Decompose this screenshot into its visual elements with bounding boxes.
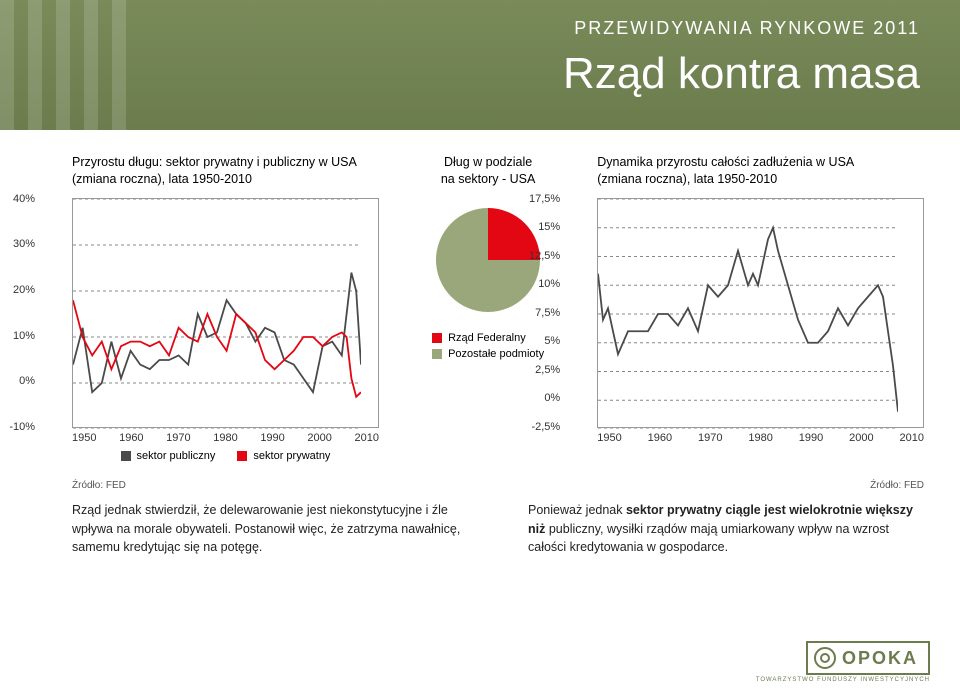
left-chart-block: Przyrostu długu: sektor prywatny i publi… <box>72 154 379 462</box>
legend-public-label: sektor publiczny <box>137 450 216 462</box>
right-chart: 17,5%15%12,5%10%7,5%5%2,5%0%-2,5% <box>597 198 924 428</box>
body-col-right: Źródło: FED Ponieważ jednak sektor prywa… <box>528 478 924 557</box>
right-chart-xaxis: 1950196019701980199020002010 <box>597 432 924 444</box>
legend-public: sektor publiczny <box>121 450 216 462</box>
left-chart-xaxis: 1950196019701980199020002010 <box>72 432 379 444</box>
body-para-left: Rząd jednak stwierdził, że delewarowanie… <box>72 501 468 557</box>
header-banner: PRZEWIDYWANIA RYNKOWE 2011 Rząd kontra m… <box>0 0 960 130</box>
legend-private-label: sektor prywatny <box>253 450 330 462</box>
swatch-private <box>237 451 247 461</box>
legend-private: sektor prywatny <box>237 450 330 462</box>
left-chart: 40%30%20%10%0%-10% <box>72 198 379 428</box>
pie-legend: Rząd Federalny Pozostałe podmioty <box>432 332 544 364</box>
body-col-left: Źródło: FED Rząd jednak stwierdził, że d… <box>72 478 468 557</box>
logo-icon <box>814 647 836 669</box>
left-chart-svg <box>73 199 361 429</box>
pie-legend-item: Pozostałe podmioty <box>432 348 544 360</box>
pie-title: Dług w podziale na sektory - USA <box>441 154 535 188</box>
logo-box: OPOKA <box>806 641 930 675</box>
left-chart-legend: sektor publiczny sektor prywatny <box>72 450 379 462</box>
right-chart-title-l2: (zmiana roczna), lata 1950-2010 <box>597 172 777 186</box>
pie-title-l1: Dług w podziale <box>444 155 532 169</box>
right-chart-title: Dynamika przyrostu całości zadłużenia w … <box>597 154 924 188</box>
body-para-right: Ponieważ jednak sektor prywatny ciągle j… <box>528 501 924 557</box>
body-text-row: Źródło: FED Rząd jednak stwierdził, że d… <box>0 462 960 557</box>
pie-legend-item: Rząd Federalny <box>432 332 544 344</box>
logo-subtitle: TOWARZYSTWO FUNDUSZY INWESTYCYJNYCH <box>756 677 930 683</box>
pie-title-l2: na sektory - USA <box>441 172 535 186</box>
left-chart-title-l1: Przyrostu długu: sektor prywatny i publi… <box>72 155 357 169</box>
logo-block: OPOKA TOWARZYSTWO FUNDUSZY INWESTYCYJNYC… <box>756 641 930 683</box>
header-decor <box>0 0 140 130</box>
charts-row: Przyrostu długu: sektor prywatny i publi… <box>0 130 960 462</box>
right-chart-svg <box>598 199 898 429</box>
logo-text: OPOKA <box>842 648 918 669</box>
right-chart-block: Dynamika przyrostu całości zadłużenia w … <box>597 154 924 462</box>
source-right: Źródło: FED <box>528 478 924 493</box>
right-chart-title-l1: Dynamika przyrostu całości zadłużenia w … <box>597 155 854 169</box>
source-left: Źródło: FED <box>72 478 468 493</box>
left-chart-title: Przyrostu długu: sektor prywatny i publi… <box>72 154 379 188</box>
left-chart-title-l2: (zmiana roczna), lata 1950-2010 <box>72 172 252 186</box>
swatch-public <box>121 451 131 461</box>
